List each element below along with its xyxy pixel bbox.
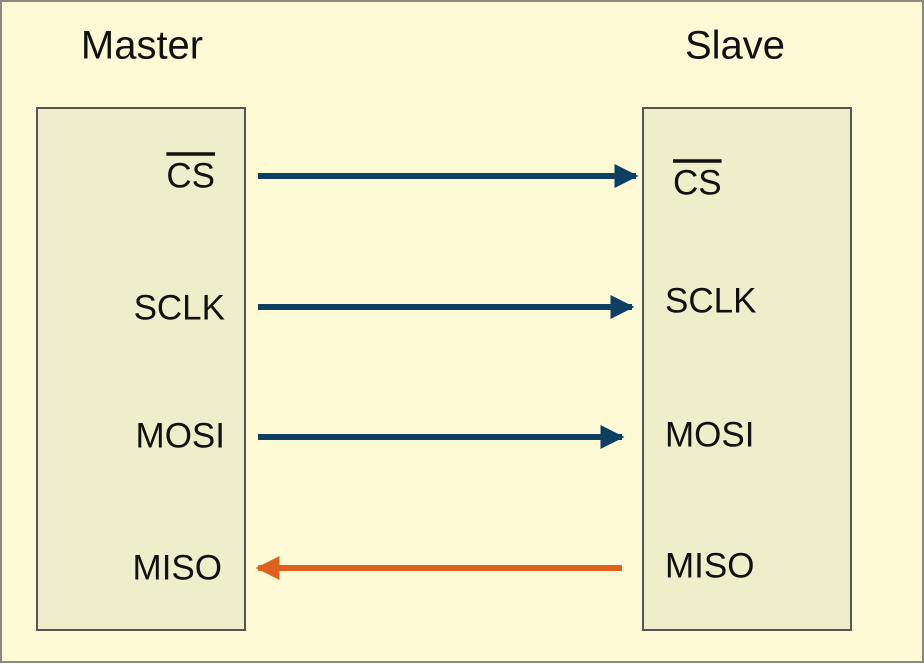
slave-box [642, 107, 852, 631]
master-signal: SCLK [134, 288, 225, 327]
slave-title: Slave [685, 24, 785, 68]
slave-signal: CS [673, 163, 722, 202]
master-signal: MOSI [136, 416, 225, 455]
slave-signal: SCLK [665, 281, 756, 320]
slave-signal: MOSI [665, 415, 754, 454]
master-box [36, 107, 246, 631]
master-signal: MISO [133, 548, 222, 587]
master-title: Master [81, 24, 203, 68]
slave-signal: MISO [665, 546, 754, 585]
master-signal: CS [166, 156, 215, 195]
